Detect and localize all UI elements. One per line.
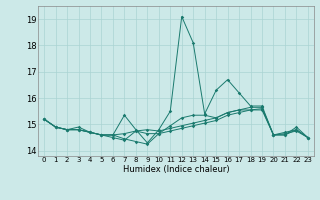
X-axis label: Humidex (Indice chaleur): Humidex (Indice chaleur) — [123, 165, 229, 174]
